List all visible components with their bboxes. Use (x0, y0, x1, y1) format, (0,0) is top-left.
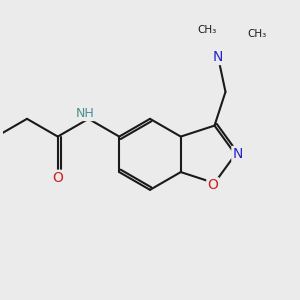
Text: N: N (232, 147, 243, 161)
Text: O: O (207, 178, 218, 192)
Text: NH: NH (76, 107, 95, 120)
Text: CH₃: CH₃ (247, 29, 266, 39)
Text: CH₃: CH₃ (197, 25, 216, 35)
Text: N: N (213, 50, 223, 64)
Text: O: O (52, 171, 63, 185)
